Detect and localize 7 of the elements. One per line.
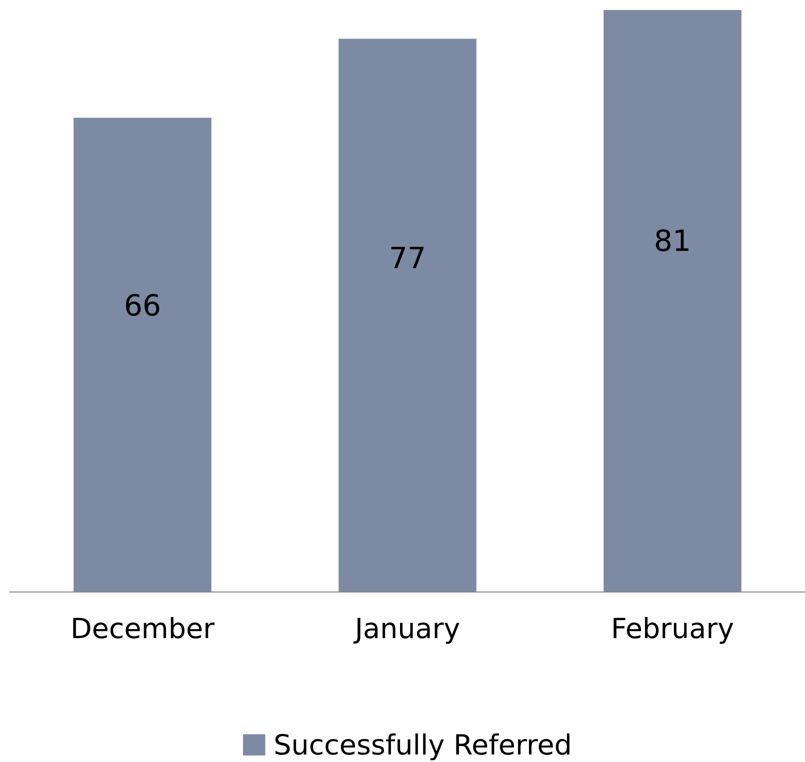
data-label: 77 bbox=[391, 246, 424, 268]
x-tick-label: December bbox=[73, 617, 215, 638]
x-tick-label: February bbox=[614, 617, 734, 644]
legend-label: Successfully Referred bbox=[275, 733, 570, 760]
data-label: 81 bbox=[656, 229, 688, 252]
data-label: 66 bbox=[126, 294, 160, 316]
x-tick-label: January bbox=[353, 618, 460, 644]
